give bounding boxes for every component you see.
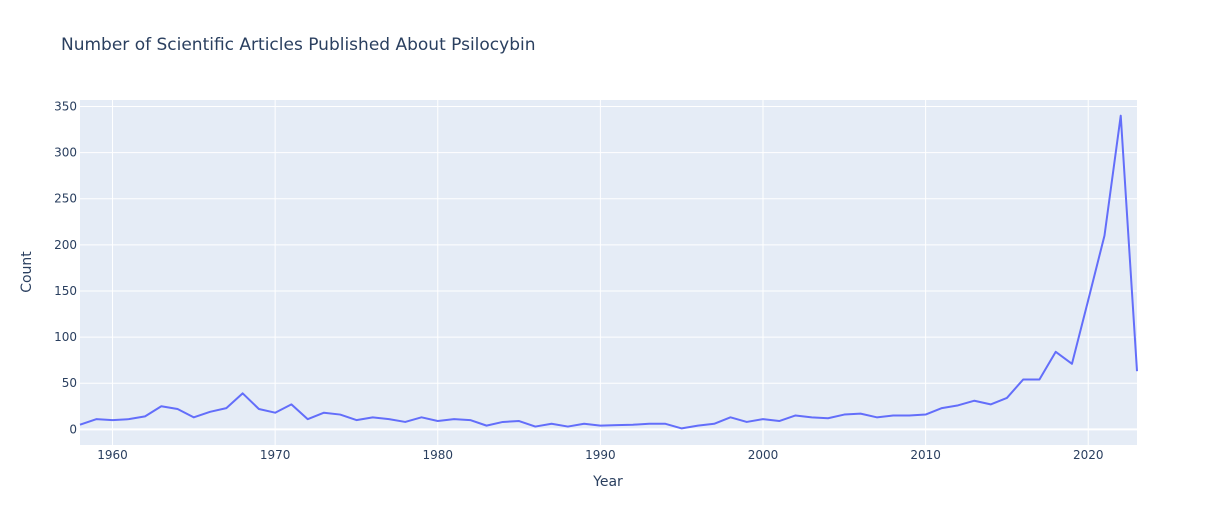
y-tick-label: 250	[54, 192, 77, 206]
series-line	[79, 114, 1138, 430]
y-tick-label: 0	[69, 422, 77, 436]
y-tick-label: 350	[54, 99, 77, 113]
y-tick-label: 100	[54, 330, 77, 344]
y-tick-label: 200	[54, 238, 77, 252]
x-tick-label: 1970	[260, 448, 291, 462]
plot-area	[80, 100, 1137, 445]
chart-title: Number of Scientific Articles Published …	[61, 35, 536, 55]
x-tick-label: 1980	[422, 448, 453, 462]
y-axis-label: Count	[19, 251, 35, 293]
x-tick-label: 2020	[1073, 448, 1104, 462]
y-tick-label: 50	[62, 376, 77, 390]
x-tick-label: 2000	[748, 448, 779, 462]
x-tick-label: 1960	[97, 448, 128, 462]
x-tick-label: 1990	[585, 448, 616, 462]
x-tick-label: 2010	[910, 448, 941, 462]
y-tick-label: 300	[54, 146, 77, 160]
x-axis-label: Year	[592, 474, 623, 490]
y-tick-label: 150	[54, 284, 77, 298]
